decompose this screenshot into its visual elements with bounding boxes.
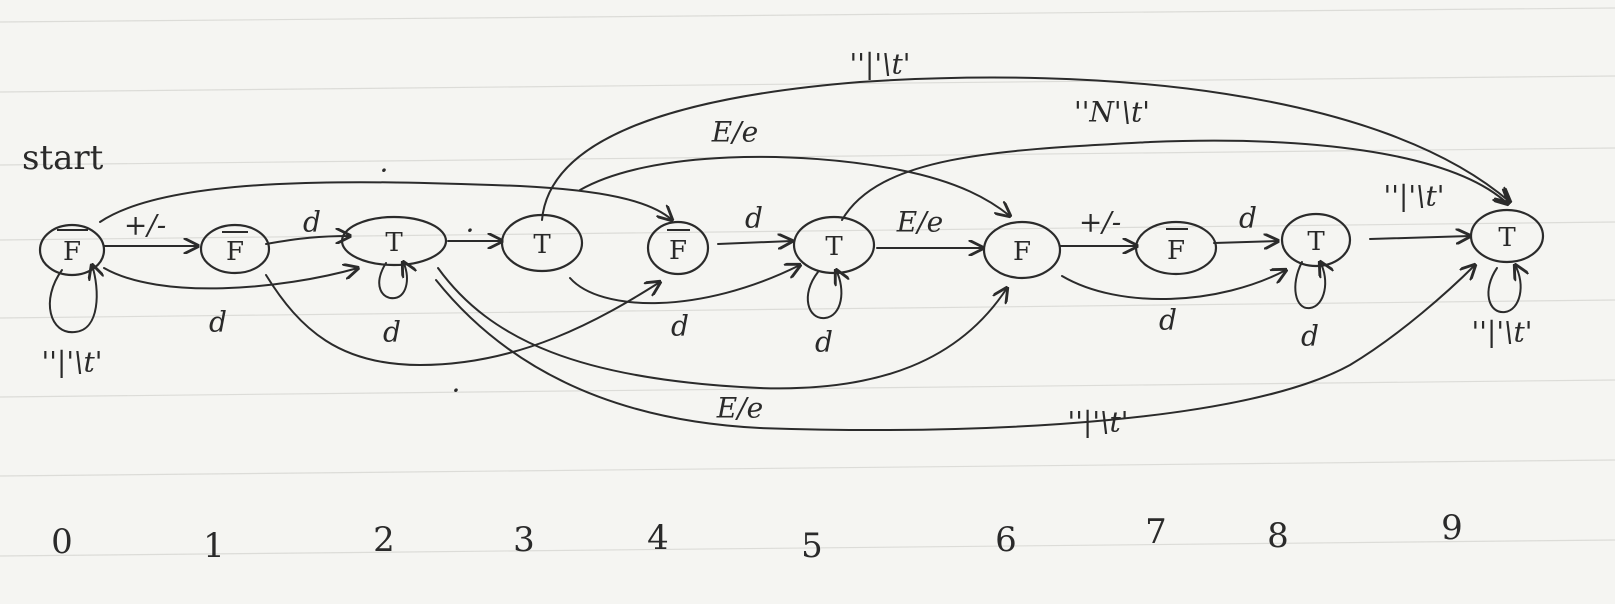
label-loop-9: ''|'\t' — [1472, 316, 1533, 349]
edge-3-5 — [569, 265, 800, 305]
state-7-letter: F — [1167, 236, 1185, 266]
index-9: 9 — [1441, 508, 1463, 548]
ruled-lines — [0, 7, 1615, 557]
label-edge-1-2: d — [303, 206, 321, 239]
label-edge-6-7: +/- — [1079, 206, 1121, 239]
label-loop-2: d — [383, 316, 401, 349]
edge-3-6 — [579, 155, 1010, 216]
label-edge-0-4: . — [380, 146, 389, 179]
edge-3-9 — [541, 76, 1510, 221]
state-5-letter: T — [825, 232, 843, 262]
edge-0-2 — [103, 268, 358, 290]
label-edge-7-8: d — [1239, 202, 1257, 235]
edge-8-9 — [1369, 236, 1470, 239]
state-1: F — [199, 223, 271, 275]
label-edge-0-2: d — [209, 306, 227, 339]
edge-5-9 — [841, 139, 1508, 221]
label-edge-4-5: d — [745, 202, 763, 235]
state-8: T — [1280, 212, 1352, 268]
edge-1-4 — [265, 274, 660, 367]
label-edge-6-8: d — [1159, 304, 1177, 337]
state-4: F — [646, 220, 710, 276]
index-6: 6 — [995, 520, 1017, 560]
label-edge-0-1: +/- — [124, 209, 166, 242]
edge-1-2 — [265, 236, 350, 245]
loop-state-0 — [48, 265, 97, 334]
label-edge-2-9: ''|'\t' — [1068, 406, 1129, 439]
state-8-letter: T — [1307, 227, 1325, 257]
label-edge-3-6: E/e — [711, 116, 758, 149]
loop-state-2 — [378, 262, 407, 300]
label-loop-0: ''|'\t' — [42, 346, 103, 379]
start-label: start — [22, 138, 104, 178]
edge-6-8 — [1061, 270, 1286, 300]
label-loop-5: d — [815, 326, 833, 359]
state-9: T — [1469, 208, 1545, 264]
state-5: T — [792, 215, 876, 275]
states-layer: F F T T F T F F — [38, 208, 1545, 280]
loop-state-8 — [1294, 262, 1325, 310]
state-3-letter: T — [533, 230, 551, 260]
state-2-letter: T — [385, 228, 403, 258]
loop-state-5 — [806, 270, 842, 320]
index-7: 7 — [1145, 512, 1167, 552]
label-edge-8-9: ''|'\t' — [1384, 180, 1445, 213]
state-2: T — [340, 215, 448, 267]
state-0-letter: F — [63, 237, 81, 267]
label-edge-2-3: . — [466, 206, 475, 239]
state-7: F — [1134, 220, 1218, 276]
state-9-letter: T — [1498, 223, 1516, 253]
index-row: 0 1 2 3 4 5 6 7 8 9 — [51, 508, 1463, 566]
label-edge-5-6: E/e — [896, 206, 943, 239]
label-edge-3-9: ''|'\t' — [850, 48, 911, 81]
edge-7-8 — [1213, 241, 1278, 243]
loop-state-9 — [1487, 265, 1520, 314]
state-6-letter: F — [1013, 237, 1031, 267]
state-6: F — [982, 220, 1062, 280]
state-4-letter: F — [669, 236, 687, 266]
edge-labels: +/- d ''|'\t' d . . d . E/e ''|'\t' d E/… — [42, 48, 1533, 439]
edge-2-9 — [435, 265, 1475, 431]
label-edge-3-5: d — [671, 310, 689, 343]
index-0: 0 — [51, 522, 73, 562]
index-8: 8 — [1267, 516, 1289, 556]
label-edge-1-4: . — [452, 366, 461, 399]
index-3: 3 — [513, 520, 535, 560]
state-3: T — [500, 213, 584, 273]
state-1-letter: F — [226, 237, 244, 267]
label-edge-5-9: ''N'\t' — [1074, 96, 1150, 129]
edge-0-4 — [99, 181, 672, 222]
index-1: 1 — [203, 526, 225, 566]
index-5: 5 — [801, 526, 823, 566]
index-4: 4 — [647, 518, 669, 558]
label-loop-8: d — [1301, 320, 1319, 353]
label-edge-2-6: E/e — [716, 392, 763, 425]
index-2: 2 — [373, 520, 395, 560]
edge-4-5 — [717, 241, 792, 244]
state-0: F — [38, 223, 106, 277]
edge-2-6 — [437, 267, 1007, 390]
